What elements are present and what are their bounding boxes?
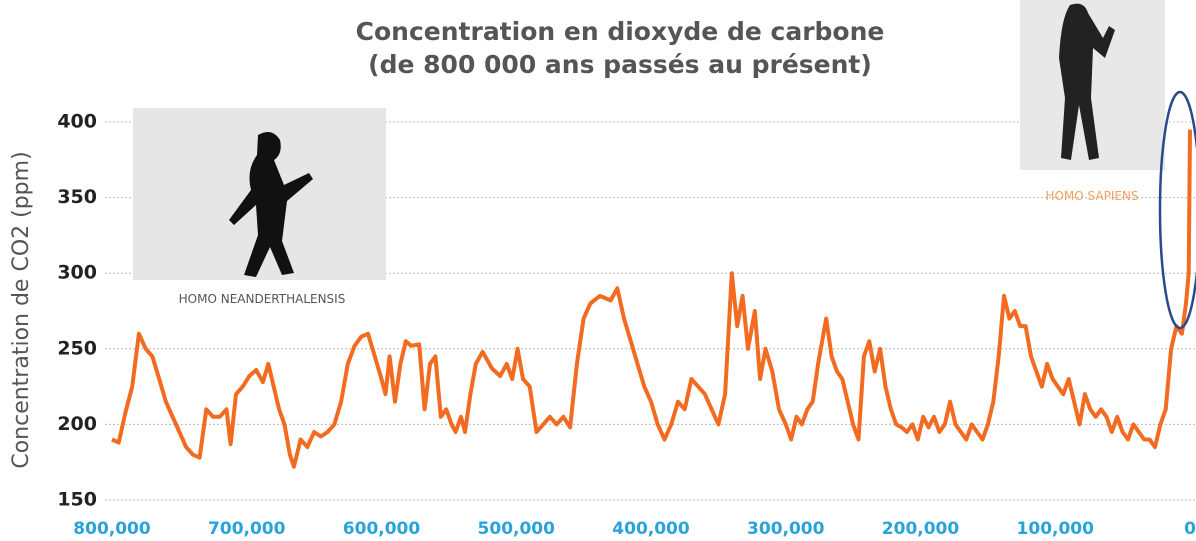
annotation: HOMO NEANDERTHALENSIS — [179, 292, 346, 306]
sapiens-image — [1020, 0, 1165, 170]
y-tick-label: 200 — [57, 413, 97, 435]
x-tick-label: 600,000 — [343, 519, 421, 539]
y-tick-label: 150 — [57, 489, 97, 511]
x-tick-label: 100,000 — [1017, 519, 1095, 539]
y-tick-label: 250 — [57, 337, 97, 359]
y-tick-label: 300 — [57, 262, 97, 284]
x-tick-label: 400,000 — [612, 519, 690, 539]
x-tick-label: 300,000 — [747, 519, 825, 539]
chart: Concentration en dioxyde de carbone (de … — [0, 0, 1196, 541]
annotation: HOMO SAPIENS — [1045, 189, 1138, 203]
y-tick-label: 350 — [57, 186, 97, 208]
x-tick-label: 200,000 — [882, 519, 960, 539]
x-tick-label: 800,000 — [73, 519, 151, 539]
chart-subtitle: (de 800 000 ans passés au présent) — [368, 50, 872, 79]
y-axis-label: Concentration de CO2 (ppm) — [9, 151, 34, 468]
x-tick-label: 700,000 — [208, 519, 286, 539]
neanderthal-image — [133, 108, 386, 280]
x-tick-label: 0 — [1184, 519, 1196, 539]
y-tick-label: 400 — [57, 111, 97, 133]
x-tick-label: 500,000 — [478, 519, 556, 539]
chart-title: Concentration en dioxyde de carbone — [356, 17, 885, 46]
